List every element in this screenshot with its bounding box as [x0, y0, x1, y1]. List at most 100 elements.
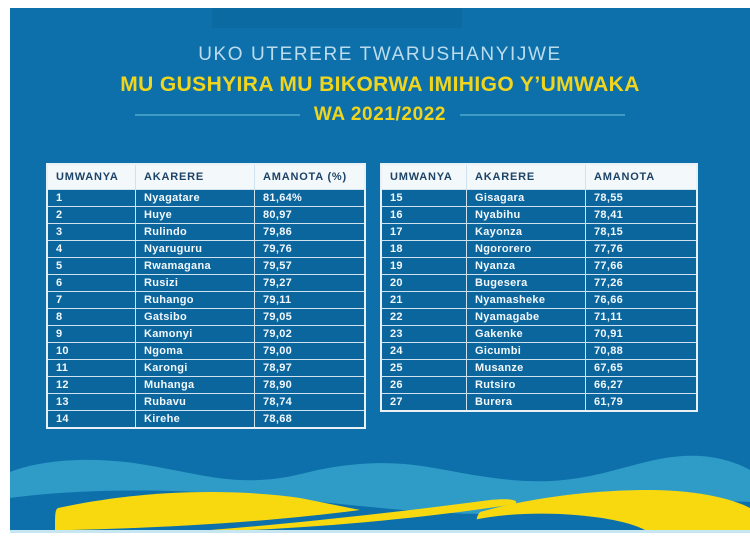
table-row: 17 Kayonza 78,15 — [382, 223, 696, 240]
right-dash-line — [460, 114, 626, 116]
score-cell: 70,88 — [586, 343, 696, 359]
district-cell: Gakenke — [467, 326, 586, 342]
district-cell: Bugesera — [467, 275, 586, 291]
district-cell: Nyaruguru — [136, 241, 255, 257]
table-row: 24 Gicumbi 70,88 — [382, 342, 696, 359]
table-row: 14 Kirehe 78,68 — [48, 410, 364, 427]
district-cell: Musanze — [467, 360, 586, 376]
score-cell: 78,15 — [586, 224, 696, 240]
district-cell: Rusizi — [136, 275, 255, 291]
poster-header: UKO UTERERE TWARUSHANYIJWE MU GUSHYIRA M… — [10, 44, 750, 126]
rank-cell: 1 — [48, 190, 136, 206]
score-cell: 79,57 — [255, 258, 364, 274]
score-cell: 79,11 — [255, 292, 364, 308]
left-dash-line — [134, 114, 300, 116]
table-row: 19 Nyanza 77,66 — [382, 257, 696, 274]
score-cell: 79,02 — [255, 326, 364, 342]
table-row: 25 Musanze 67,65 — [382, 359, 696, 376]
rank-cell: 6 — [48, 275, 136, 291]
rank-cell: 8 — [48, 309, 136, 325]
score-cell: 80,97 — [255, 207, 364, 223]
rank-cell: 22 — [382, 309, 467, 325]
score-cell: 79,27 — [255, 275, 364, 291]
score-cell: 81,64% — [255, 190, 364, 206]
district-cell: Rwamagana — [136, 258, 255, 274]
rank-cell: 5 — [48, 258, 136, 274]
rank-cell: 24 — [382, 343, 467, 359]
rank-cell: 20 — [382, 275, 467, 291]
district-cell: Nyamasheke — [467, 292, 586, 308]
score-cell: 78,90 — [255, 377, 364, 393]
rank-cell: 14 — [48, 411, 136, 427]
table-row: 1 Nyagatare 81,64% — [48, 189, 364, 206]
table-row: 2 Huye 80,97 — [48, 206, 364, 223]
rank-cell: 26 — [382, 377, 467, 393]
title-line1: UKO UTERERE TWARUSHANYIJWE — [198, 44, 562, 65]
rank-cell: 25 — [382, 360, 467, 376]
title-line3: WA 2021/2022 — [313, 104, 447, 125]
score-cell: 78,97 — [255, 360, 364, 376]
district-cell: Nyagatare — [136, 190, 255, 206]
title-line3-row: WA 2021/2022 — [10, 104, 750, 126]
ranking-table-right: UMWANYA AKARERE AMANOTA 15 Gisagara 78,55 16 Ny… — [380, 163, 698, 412]
column-header: AMANOTA (%) — [255, 165, 364, 189]
score-cell: 67,65 — [586, 360, 696, 376]
rank-cell: 12 — [48, 377, 136, 393]
table-row: 8 Gatsibo 79,05 — [48, 308, 364, 325]
rank-cell: 16 — [382, 207, 467, 223]
score-cell: 71,11 — [586, 309, 696, 325]
district-cell: Huye — [136, 207, 255, 223]
district-cell: Ngororero — [467, 241, 586, 257]
rank-cell: 3 — [48, 224, 136, 240]
district-cell: Burera — [467, 394, 586, 410]
score-cell: 77,76 — [586, 241, 696, 257]
column-header: UMWANYA — [48, 165, 136, 189]
score-cell: 77,66 — [586, 258, 696, 274]
district-cell: Rulindo — [136, 224, 255, 240]
table-row: 16 Nyabihu 78,41 — [382, 206, 696, 223]
district-cell: Kamonyi — [136, 326, 255, 342]
table-row: 4 Nyaruguru 79,76 — [48, 240, 364, 257]
bottom-light-strip — [10, 530, 750, 533]
table-row: 26 Rutsiro 66,27 — [382, 376, 696, 393]
poster-background: UKO UTERERE TWARUSHANYIJWE MU GUSHYIRA M… — [10, 8, 750, 533]
wave-decoration — [10, 455, 750, 530]
score-cell: 79,05 — [255, 309, 364, 325]
score-cell: 79,76 — [255, 241, 364, 257]
score-cell: 70,91 — [586, 326, 696, 342]
table-row: 20 Bugesera 77,26 — [382, 274, 696, 291]
column-header: AMANOTA — [586, 165, 696, 189]
rank-cell: 21 — [382, 292, 467, 308]
table-row: 5 Rwamagana 79,57 — [48, 257, 364, 274]
score-cell: 66,27 — [586, 377, 696, 393]
score-cell: 79,00 — [255, 343, 364, 359]
district-cell: Ngoma — [136, 343, 255, 359]
table-row: 15 Gisagara 78,55 — [382, 189, 696, 206]
table-row: 13 Rubavu 78,74 — [48, 393, 364, 410]
district-cell: Gisagara — [467, 190, 586, 206]
table-row: 18 Ngororero 77,76 — [382, 240, 696, 257]
score-cell: 61,79 — [586, 394, 696, 410]
table-row: 12 Muhanga 78,90 — [48, 376, 364, 393]
table-row: 11 Karongi 78,97 — [48, 359, 364, 376]
score-cell: 78,74 — [255, 394, 364, 410]
district-cell: Gatsibo — [136, 309, 255, 325]
rank-cell: 17 — [382, 224, 467, 240]
rank-cell: 2 — [48, 207, 136, 223]
rank-cell: 27 — [382, 394, 467, 410]
district-cell: Gicumbi — [467, 343, 586, 359]
column-header: AKARERE — [136, 165, 255, 189]
score-cell: 78,55 — [586, 190, 696, 206]
rank-cell: 9 — [48, 326, 136, 342]
table-row: 22 Nyamagabe 71,11 — [382, 308, 696, 325]
table-row: 10 Ngoma 79,00 — [48, 342, 364, 359]
rank-cell: 13 — [48, 394, 136, 410]
column-header: UMWANYA — [382, 165, 467, 189]
table-header-row: UMWANYA AKARERE AMANOTA (%) — [48, 165, 364, 189]
rank-cell: 4 — [48, 241, 136, 257]
district-cell: Nyamagabe — [467, 309, 586, 325]
score-cell: 78,41 — [586, 207, 696, 223]
table-row: 9 Kamonyi 79,02 — [48, 325, 364, 342]
table-row: 27 Burera 61,79 — [382, 393, 696, 410]
